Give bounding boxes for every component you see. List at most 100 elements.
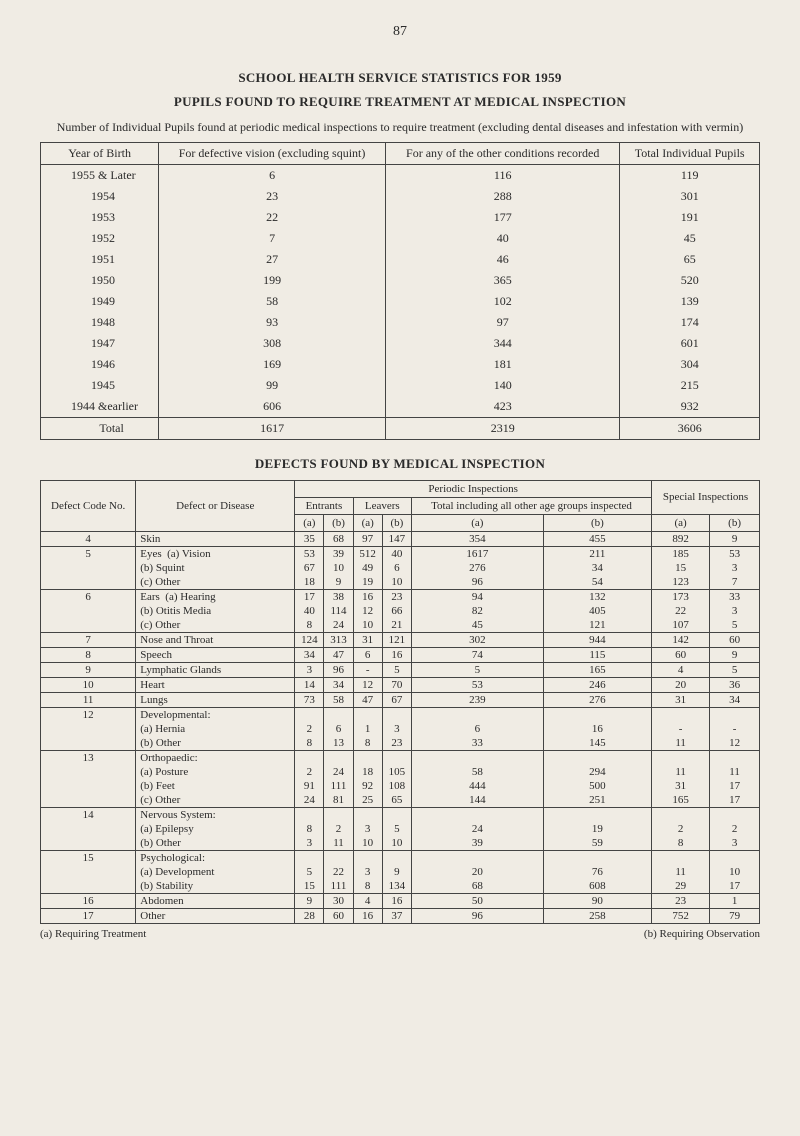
cell: 1 bbox=[710, 893, 760, 908]
table-row-val: 22 bbox=[159, 207, 386, 228]
cell bbox=[411, 707, 543, 722]
cell: 96 bbox=[411, 908, 543, 923]
cell: 500 bbox=[543, 779, 651, 793]
cell: 10 bbox=[353, 836, 382, 851]
cell: 94 bbox=[411, 589, 543, 604]
cell bbox=[543, 707, 651, 722]
defect-sub: (b) Squint bbox=[136, 561, 295, 575]
cell: 9 bbox=[324, 575, 353, 590]
defect-name: Ears (a) Hearing bbox=[136, 589, 295, 604]
cell bbox=[710, 807, 760, 822]
table1-total-a: 1617 bbox=[159, 417, 386, 439]
table-row-val: 45 bbox=[620, 228, 760, 249]
defect-sub: (b) Feet bbox=[136, 779, 295, 793]
cell: 111 bbox=[324, 879, 353, 894]
cell bbox=[652, 750, 710, 765]
cell bbox=[411, 850, 543, 865]
defect-sub: (b) Other bbox=[136, 836, 295, 851]
table-row-val: 932 bbox=[620, 396, 760, 418]
cell: 60 bbox=[652, 647, 710, 662]
table1-total-c: 3606 bbox=[620, 417, 760, 439]
cell: 16 bbox=[353, 589, 382, 604]
table-row-val: 116 bbox=[386, 164, 620, 186]
cell: 81 bbox=[324, 793, 353, 808]
table-row-val: 102 bbox=[386, 291, 620, 312]
t2-h-defect: Defect or Disease bbox=[136, 480, 295, 531]
cell: 258 bbox=[543, 908, 651, 923]
cell: 34 bbox=[710, 692, 760, 707]
cell: 512 bbox=[353, 546, 382, 561]
cell: 3 bbox=[353, 865, 382, 879]
cell: 47 bbox=[324, 647, 353, 662]
t2-ea: (a) bbox=[295, 514, 324, 531]
cell: 53 bbox=[295, 546, 324, 561]
cell: 39 bbox=[411, 836, 543, 851]
defect-name: Eyes (a) Vision bbox=[136, 546, 295, 561]
cell: 114 bbox=[324, 604, 353, 618]
cell: 132 bbox=[543, 589, 651, 604]
cell: 5 bbox=[710, 662, 760, 677]
cell: 124 bbox=[295, 632, 324, 647]
cell: 31 bbox=[353, 632, 382, 647]
cell: 173 bbox=[652, 589, 710, 604]
defect-no bbox=[41, 879, 136, 894]
defect-name: Orthopaedic: bbox=[136, 750, 295, 765]
cell: 12 bbox=[353, 604, 382, 618]
cell: 3 bbox=[295, 662, 324, 677]
defect-sub: (a) Hernia bbox=[136, 722, 295, 736]
cell bbox=[324, 807, 353, 822]
table-row-val: 423 bbox=[386, 396, 620, 418]
defect-name: Skin bbox=[136, 531, 295, 546]
t2-sa: (a) bbox=[652, 514, 710, 531]
cell bbox=[324, 750, 353, 765]
defect-no: 10 bbox=[41, 677, 136, 692]
cell: 105 bbox=[382, 765, 411, 779]
cell: 59 bbox=[543, 836, 651, 851]
table-row-val: 601 bbox=[620, 333, 760, 354]
defect-no: 7 bbox=[41, 632, 136, 647]
cell: 79 bbox=[710, 908, 760, 923]
table-row-val: 606 bbox=[159, 396, 386, 418]
cell: 8 bbox=[652, 836, 710, 851]
cell: 165 bbox=[652, 793, 710, 808]
cell: 142 bbox=[652, 632, 710, 647]
cell: 92 bbox=[353, 779, 382, 793]
subtitle: Number of Individual Pupils found at per… bbox=[40, 120, 760, 136]
cell: 107 bbox=[652, 618, 710, 633]
cell: 111 bbox=[324, 779, 353, 793]
cell: 944 bbox=[543, 632, 651, 647]
defect-no: 17 bbox=[41, 908, 136, 923]
cell: 5 bbox=[710, 618, 760, 633]
cell: 40 bbox=[382, 546, 411, 561]
cell: 108 bbox=[382, 779, 411, 793]
cell: 10 bbox=[324, 561, 353, 575]
cell: 45 bbox=[411, 618, 543, 633]
table-row-val: 191 bbox=[620, 207, 760, 228]
table-row-val: 169 bbox=[159, 354, 386, 375]
cell bbox=[295, 807, 324, 822]
defect-no: 14 bbox=[41, 807, 136, 822]
cell: 2 bbox=[295, 765, 324, 779]
cell bbox=[353, 807, 382, 822]
cell: 15 bbox=[652, 561, 710, 575]
cell: 3 bbox=[353, 822, 382, 836]
cell: 11 bbox=[324, 836, 353, 851]
t2-h-total: Total including all other age groups ins… bbox=[411, 497, 651, 514]
table-row-val: 23 bbox=[159, 186, 386, 207]
cell: 67 bbox=[382, 692, 411, 707]
cell: 10 bbox=[382, 836, 411, 851]
cell: 8 bbox=[295, 618, 324, 633]
cell: - bbox=[353, 662, 382, 677]
cell: 24 bbox=[295, 793, 324, 808]
table-row-val: 301 bbox=[620, 186, 760, 207]
table1-h3: Total Individual Pupils bbox=[620, 142, 760, 164]
cell: 276 bbox=[411, 561, 543, 575]
table-row-val: 40 bbox=[386, 228, 620, 249]
table-row-year: 1952 bbox=[41, 228, 159, 249]
cell: 165 bbox=[543, 662, 651, 677]
defect-no: 5 bbox=[41, 546, 136, 561]
table-row-val: 174 bbox=[620, 312, 760, 333]
cell: 47 bbox=[353, 692, 382, 707]
table-pupils: Year of Birth For defective vision (excl… bbox=[40, 142, 760, 440]
cell: 54 bbox=[543, 575, 651, 590]
